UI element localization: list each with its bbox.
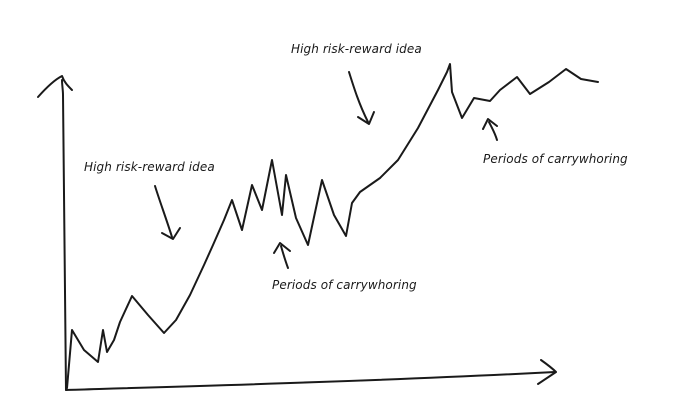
arrow-carry-right: [488, 121, 498, 141]
y-axis: [61, 79, 67, 391]
x-axis-arrowhead: [537, 359, 557, 385]
annotation-carry-right: Periods of carrywhoring: [483, 152, 628, 166]
annotation-carry-middle: Periods of carrywhoring: [272, 278, 417, 292]
arrow-high-risk-top: [348, 71, 369, 123]
annotation-high-risk-left: High risk-reward idea: [84, 160, 215, 174]
arrow-high-risk-left: [154, 185, 173, 238]
y-axis-arrowhead: [37, 75, 73, 98]
annotation-high-risk-top: High risk-reward idea: [291, 42, 422, 56]
arrow-carry-middle-head: [273, 242, 291, 254]
trend-line: [66, 63, 599, 389]
arrow-carry-middle: [280, 245, 289, 269]
arrow-high-risk-top-head: [357, 111, 375, 125]
arrow-high-risk-left-head: [161, 227, 181, 240]
x-axis: [65, 371, 556, 391]
arrow-carry-right-head: [482, 118, 498, 130]
